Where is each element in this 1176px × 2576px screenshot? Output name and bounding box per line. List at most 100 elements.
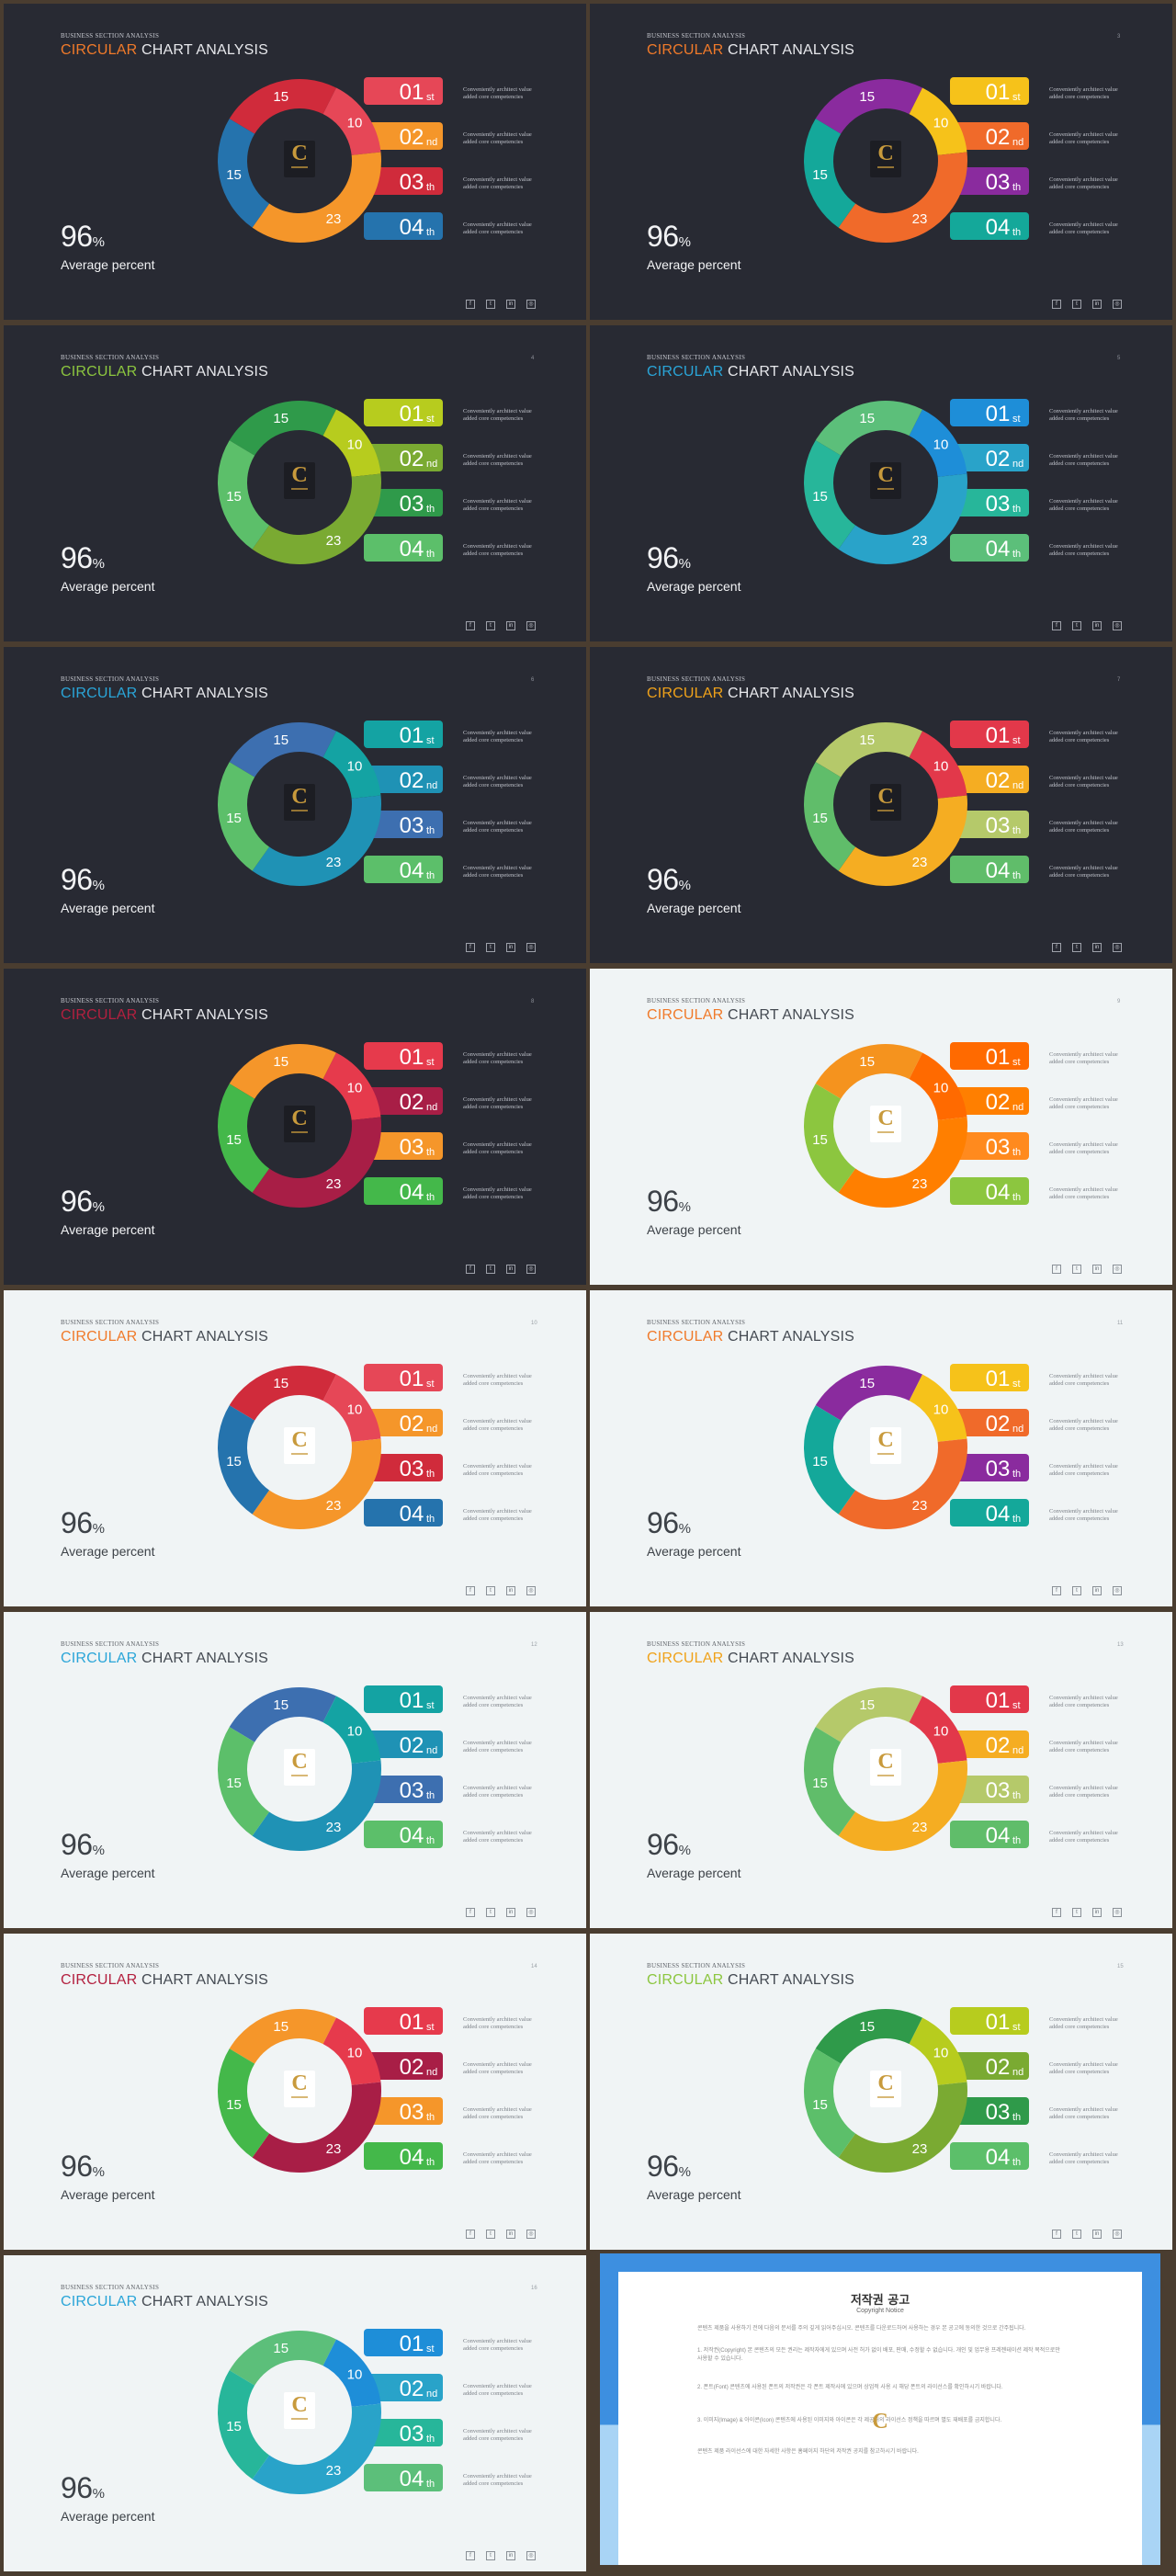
facebook-icon[interactable]: f xyxy=(466,2551,475,2560)
instagram-icon[interactable]: ◎ xyxy=(1113,1908,1122,1917)
instagram-icon[interactable]: ◎ xyxy=(1113,300,1122,309)
instagram-icon[interactable]: ◎ xyxy=(1113,621,1122,630)
instagram-icon[interactable]: ◎ xyxy=(526,2230,536,2239)
facebook-icon[interactable]: f xyxy=(1052,621,1061,630)
title-accent: CIRCULAR xyxy=(61,1329,138,1345)
twitter-icon[interactable]: t xyxy=(486,1265,495,1274)
twitter-icon[interactable]: t xyxy=(486,943,495,952)
row-text-line-2: added core competencies xyxy=(1049,505,1110,512)
rank-suffix: st xyxy=(426,414,435,425)
instagram-icon[interactable]: ◎ xyxy=(526,2551,536,2560)
instagram-icon[interactable]: ◎ xyxy=(1113,1265,1122,1274)
instagram-icon[interactable]: ◎ xyxy=(526,1908,536,1917)
facebook-icon[interactable]: f xyxy=(1052,943,1061,952)
twitter-icon[interactable]: t xyxy=(486,2230,495,2239)
rank-bar xyxy=(950,721,1029,748)
linkedin-icon[interactable]: in xyxy=(506,1586,515,1595)
rank-number: 04 xyxy=(986,1823,1011,1848)
rank-suffix: nd xyxy=(1012,459,1023,470)
instagram-icon[interactable]: ◎ xyxy=(1113,943,1122,952)
facebook-icon[interactable]: f xyxy=(466,1586,475,1595)
slide-title: CIRCULAR CHART ANALYSIS xyxy=(647,364,854,380)
linkedin-icon[interactable]: in xyxy=(506,1908,515,1917)
rank-bar xyxy=(950,122,1029,150)
linkedin-icon[interactable]: in xyxy=(1092,1265,1102,1274)
twitter-icon[interactable]: t xyxy=(1072,300,1081,309)
linkedin-icon[interactable]: in xyxy=(506,300,515,309)
facebook-icon[interactable]: f xyxy=(1052,1908,1061,1917)
rank-suffix: nd xyxy=(426,1424,437,1435)
rank-number: 01 xyxy=(986,402,1011,426)
rank-number: 04 xyxy=(400,537,424,562)
row-description: Conveniently architect value added core c… xyxy=(463,865,555,879)
donut-segment xyxy=(252,1760,381,1851)
linkedin-icon[interactable]: in xyxy=(506,1265,515,1274)
linkedin-icon[interactable]: in xyxy=(506,2230,515,2239)
row-text-line-2: added core competencies xyxy=(1049,2069,1110,2075)
linkedin-icon[interactable]: in xyxy=(1092,300,1102,309)
linkedin-icon[interactable]: in xyxy=(1092,621,1102,630)
linkedin-icon[interactable]: in xyxy=(506,943,515,952)
facebook-icon[interactable]: f xyxy=(466,943,475,952)
row-text-line-2: added core competencies xyxy=(1049,2159,1110,2165)
facebook-icon[interactable]: f xyxy=(466,300,475,309)
linkedin-icon[interactable]: in xyxy=(1092,2230,1102,2239)
twitter-icon[interactable]: t xyxy=(486,621,495,630)
linkedin-icon[interactable]: in xyxy=(506,2551,515,2560)
facebook-icon[interactable]: f xyxy=(1052,2230,1061,2239)
rank-number: 01 xyxy=(400,80,424,105)
row-description: Conveniently architect value added core c… xyxy=(1049,543,1141,558)
logo-letter: C xyxy=(291,463,308,487)
twitter-icon[interactable]: t xyxy=(486,300,495,309)
segment-label: 23 xyxy=(326,1176,342,1192)
facebook-icon[interactable]: f xyxy=(1052,1265,1061,1274)
logo-letter: C xyxy=(877,1106,894,1130)
twitter-icon[interactable]: t xyxy=(1072,621,1081,630)
instagram-icon[interactable]: ◎ xyxy=(526,621,536,630)
row-text-line-2: added core competencies xyxy=(463,1059,524,1065)
rank-suffix: th xyxy=(1012,2157,1021,2168)
center-logo: C xyxy=(870,1427,901,1464)
instagram-icon[interactable]: ◎ xyxy=(526,943,536,952)
facebook-icon[interactable]: f xyxy=(1052,1586,1061,1595)
twitter-icon[interactable]: t xyxy=(1072,943,1081,952)
average-percent-value: 96% xyxy=(647,220,691,254)
row-text-line-1: Conveniently architect value xyxy=(463,2473,532,2480)
twitter-icon[interactable]: t xyxy=(1072,2230,1081,2239)
twitter-icon[interactable]: t xyxy=(486,1908,495,1917)
twitter-icon[interactable]: t xyxy=(1072,1265,1081,1274)
rank-number: 02 xyxy=(400,1412,424,1436)
rank-bar xyxy=(950,1685,1029,1713)
instagram-icon[interactable]: ◎ xyxy=(526,1265,536,1274)
linkedin-icon[interactable]: in xyxy=(1092,1908,1102,1917)
slide-subtitle: BUSINESS SECTION ANALYSIS xyxy=(647,1640,746,1648)
facebook-icon[interactable]: f xyxy=(466,2230,475,2239)
rank-bar xyxy=(364,2052,443,2080)
linkedin-icon[interactable]: in xyxy=(1092,943,1102,952)
donut-segment xyxy=(218,440,270,550)
facebook-icon[interactable]: f xyxy=(466,1265,475,1274)
instagram-icon[interactable]: ◎ xyxy=(1113,1586,1122,1595)
instagram-icon[interactable]: ◎ xyxy=(1113,2230,1122,2239)
row-text-line-1: Conveniently architect value xyxy=(1049,1051,1118,1058)
twitter-icon[interactable]: t xyxy=(1072,1586,1081,1595)
row-description: Conveniently architect value added core c… xyxy=(463,2383,555,2398)
twitter-icon[interactable]: t xyxy=(486,2551,495,2560)
linkedin-icon[interactable]: in xyxy=(506,621,515,630)
facebook-icon[interactable]: f xyxy=(466,621,475,630)
row-text-line-1: Conveniently architect value xyxy=(463,1096,532,1103)
twitter-icon[interactable]: t xyxy=(486,1586,495,1595)
rank-number: 03 xyxy=(400,1135,424,1160)
facebook-icon[interactable]: f xyxy=(466,1908,475,1917)
instagram-icon[interactable]: ◎ xyxy=(526,1586,536,1595)
twitter-icon[interactable]: t xyxy=(1072,1908,1081,1917)
rank-number: 03 xyxy=(400,1457,424,1481)
linkedin-icon[interactable]: in xyxy=(1092,1586,1102,1595)
facebook-icon[interactable]: f xyxy=(1052,300,1061,309)
instagram-icon[interactable]: ◎ xyxy=(526,300,536,309)
title-rest: CHART ANALYSIS xyxy=(723,1007,854,1023)
rank-bar xyxy=(950,1499,1029,1526)
slide-title: CIRCULAR CHART ANALYSIS xyxy=(647,1007,854,1024)
row-text-line-2: added core competencies xyxy=(1049,872,1110,879)
donut-segment xyxy=(322,2339,381,2407)
